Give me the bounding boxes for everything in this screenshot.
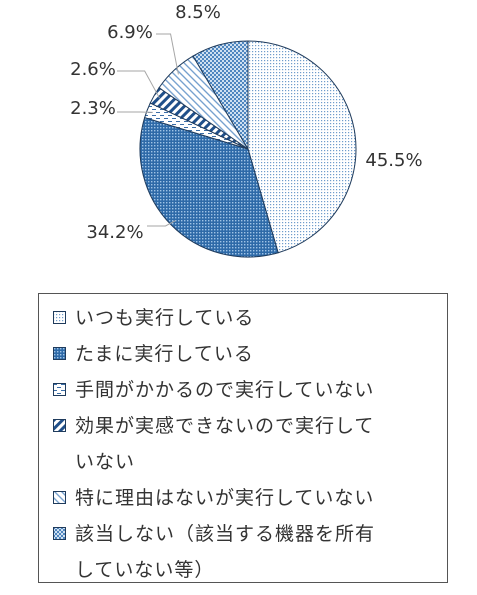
- data-label: 34.2%: [86, 222, 143, 243]
- data-label: 2.3%: [70, 98, 116, 119]
- legend-item: たまに実行している: [53, 336, 439, 372]
- legend-swatch: [53, 419, 66, 432]
- legend-label: たまに実行している: [75, 336, 439, 372]
- legend-swatch: [53, 527, 66, 540]
- legend-label-line: 特に理由はないが実行していない: [75, 487, 375, 509]
- data-label: 2.6%: [70, 59, 116, 80]
- legend-label-line: 手間がかかるので実行していない: [75, 379, 375, 401]
- legend-item: 効果が実感できないので実行して いない: [53, 408, 439, 480]
- legend-label-line: していない等）: [75, 559, 215, 581]
- legend-label-line: 効果が実感できないので実行して: [75, 415, 375, 437]
- leader-line: [117, 70, 160, 99]
- pie-slice: [139, 116, 279, 258]
- leader-line: [156, 33, 179, 75]
- pie-slice: [247, 40, 357, 254]
- leader-line: [147, 220, 176, 227]
- pie-slice: [192, 40, 249, 151]
- legend-label: 特に理由はないが実行していない: [75, 480, 439, 516]
- data-label: 45.5%: [365, 150, 422, 171]
- legend-label: 手間がかかるので実行していない: [75, 372, 439, 408]
- legend-label-line: いつも実行している: [75, 307, 255, 329]
- legend: いつも実行している たまに実行している 手間がかかるので実行していない 効果が実感でき…: [38, 293, 448, 583]
- legend-label-line: 該当しない（該当する機器を所有: [75, 523, 376, 545]
- legend-label: 効果が実感できないので実行して いない: [75, 408, 439, 480]
- legend-label: いつも実行している: [75, 300, 439, 336]
- legend-label-line: たまに実行している: [75, 343, 254, 365]
- pie-slices: [139, 40, 357, 258]
- legend-swatch: [53, 491, 66, 504]
- legend-item: 特に理由はないが実行していない: [53, 480, 439, 516]
- leader-lines: [117, 33, 179, 227]
- legend-label: 該当しない（該当する機器を所有 していない等）: [75, 516, 439, 588]
- data-labels: 45.5% 34.2% 2.3% 2.6% 6.9% 8.5%: [70, 2, 422, 243]
- legend-swatch: [53, 383, 66, 396]
- legend-swatch: [53, 311, 66, 324]
- pie-chart: 45.5% 34.2% 2.3% 2.6% 6.9% 8.5%: [70, 2, 423, 258]
- legend-item: いつも実行している: [53, 300, 439, 336]
- legend-swatch: [53, 347, 66, 360]
- legend-item: 該当しない（該当する機器を所有 していない等）: [53, 516, 439, 588]
- data-label: 6.9%: [107, 22, 153, 43]
- legend-item: 手間がかかるので実行していない: [53, 372, 439, 408]
- data-label: 8.5%: [175, 2, 221, 23]
- legend-label-line: いない: [75, 451, 136, 473]
